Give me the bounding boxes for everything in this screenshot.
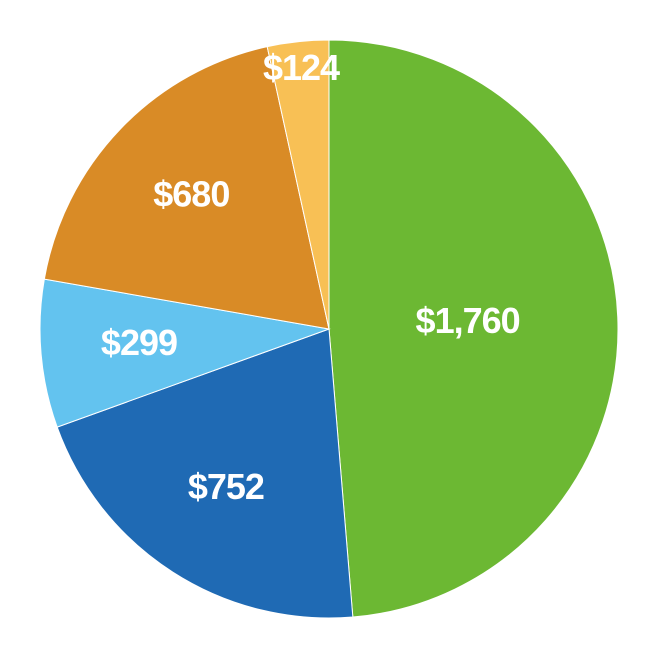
pie-slice [39, 278, 331, 428]
data-label: $680 [153, 174, 229, 215]
pie-slice [43, 46, 330, 330]
pie-slice [328, 39, 619, 618]
data-label: $124 [263, 47, 340, 88]
data-label: $299 [101, 322, 177, 363]
pie-slice [56, 328, 354, 619]
data-label: $752 [188, 466, 264, 507]
data-label: $1,760 [416, 300, 520, 341]
pie-slice [266, 39, 330, 330]
